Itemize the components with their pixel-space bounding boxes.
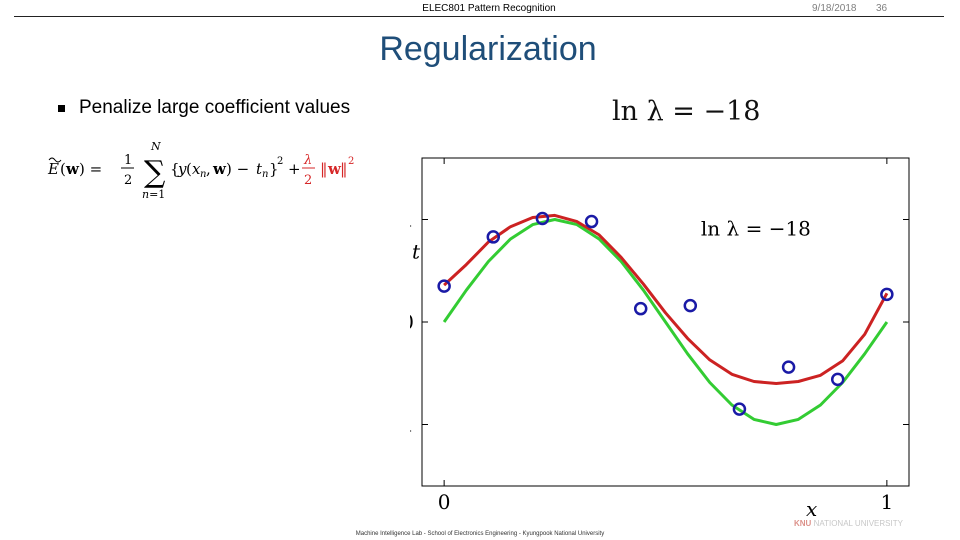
svg-text:(: ( (186, 160, 192, 178)
svg-text:E: E (47, 160, 59, 178)
svg-text:∑: ∑ (144, 155, 166, 190)
regularization-chart: 0 1 −1 0 1 x t ln λ = −18 (410, 157, 910, 521)
header-date: 9/18/2018 (812, 3, 857, 14)
data-point-6 (732, 402, 747, 416)
series-line-1 (442, 218, 889, 426)
data-point-2 (535, 211, 550, 226)
svg-text:1: 1 (124, 153, 132, 168)
svg-text:+: + (288, 160, 301, 178)
svg-text:}: } (269, 160, 279, 178)
svg-text:n=1: n=1 (142, 188, 165, 201)
y-tick-label-0: −1 (410, 413, 414, 437)
data-point-5 (683, 298, 698, 313)
y-tick-label-2: 1 (410, 208, 414, 232)
data-point-9 (880, 287, 894, 302)
svg-text:,: , (206, 160, 211, 178)
svg-text:2: 2 (277, 156, 283, 167)
y-tick-label-1: 0 (410, 310, 414, 334)
x-tick-label-0: 0 (438, 490, 451, 514)
svg-text:w: w (327, 160, 342, 178)
svg-text:‖: ‖ (320, 160, 328, 178)
svg-text:λ: λ (303, 153, 312, 168)
svg-text:(: ( (60, 160, 66, 178)
svg-text:2: 2 (124, 173, 132, 188)
header-page-number: 36 (876, 3, 888, 14)
data-point-4 (633, 301, 648, 316)
data-point-3 (584, 214, 599, 229)
svg-text:) −: ) − (226, 160, 249, 178)
series-line-0 (443, 213, 889, 385)
error-function-formula: E ( w ) = 1 2 ∑ N n=1 { y ( x n , w ) − … (47, 140, 354, 201)
slide-title: Regularization (379, 30, 597, 68)
svg-text:x: x (192, 160, 201, 178)
y-axis-label: t (412, 239, 421, 263)
svg-text:‖: ‖ (340, 160, 348, 178)
chart-annotation: ln λ = −18 (701, 217, 811, 241)
svg-text:N: N (150, 140, 161, 153)
bullet-text: Penalize large coefficient values (79, 97, 351, 118)
data-point-7 (781, 360, 796, 374)
svg-text:w: w (212, 160, 227, 178)
header-course-title: ELEC801 Pattern Recognition (422, 3, 556, 14)
x-axis-label: x (806, 497, 817, 521)
svg-text:) =: ) = (79, 160, 102, 178)
svg-text:y: y (177, 160, 187, 178)
x-tick-label-1: 1 (880, 490, 893, 514)
bullet-square-icon (58, 104, 65, 112)
plot-title: ln λ = −18 (612, 96, 761, 127)
svg-text:w: w (65, 160, 80, 178)
svg-text:t: t (256, 160, 263, 178)
data-point-8 (830, 372, 845, 387)
svg-text:2: 2 (348, 156, 354, 167)
bullet-item: Penalize large coefficient values (58, 97, 350, 119)
data-point-0 (437, 279, 451, 293)
svg-text:n: n (200, 169, 206, 180)
data-point-1 (486, 230, 501, 244)
footer-text: Machine Intelligence Lab - School of Ele… (355, 531, 605, 537)
header-rule (14, 16, 944, 17)
svg-text:2: 2 (304, 173, 312, 188)
svg-text:{: { (170, 160, 180, 178)
svg-text:n: n (262, 169, 268, 180)
university-logo: KNU NATIONAL UNIVERSITY (794, 519, 903, 528)
